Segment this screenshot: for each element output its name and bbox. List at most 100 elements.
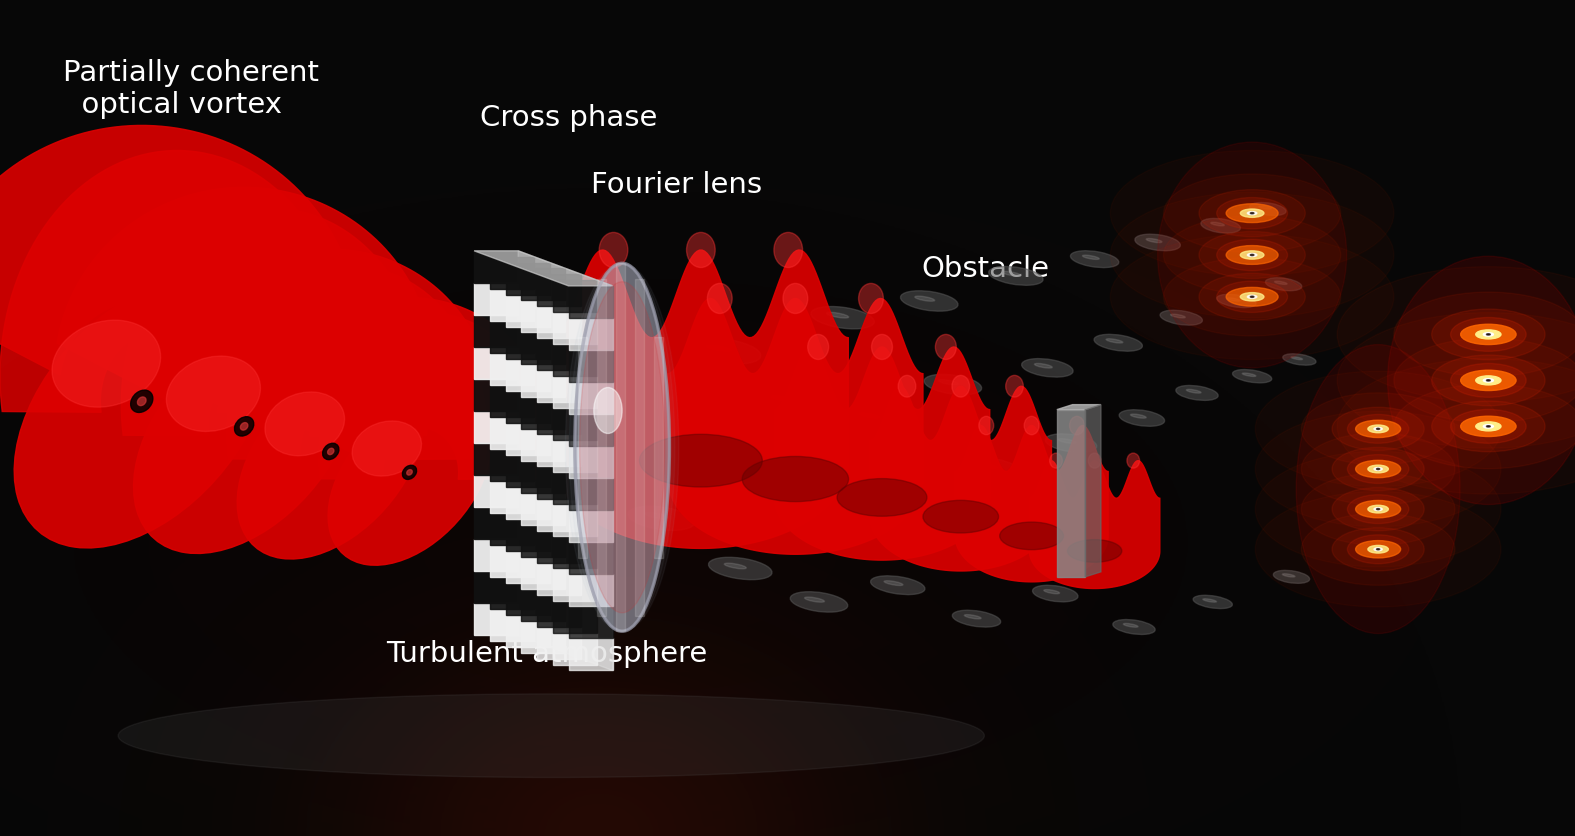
Bar	[537, 531, 581, 563]
Ellipse shape	[1356, 501, 1400, 517]
Bar	[490, 545, 534, 577]
Ellipse shape	[706, 345, 731, 351]
Ellipse shape	[1241, 209, 1263, 217]
Text: Turbulent atmosphere: Turbulent atmosphere	[386, 640, 707, 667]
Bar	[521, 525, 565, 557]
Bar	[490, 417, 534, 449]
Ellipse shape	[565, 263, 679, 631]
Ellipse shape	[1147, 238, 1162, 242]
Polygon shape	[518, 251, 613, 670]
Bar	[474, 379, 518, 411]
Ellipse shape	[1161, 310, 1202, 325]
Text: Fourier lens: Fourier lens	[591, 171, 762, 199]
Ellipse shape	[1241, 251, 1263, 259]
Ellipse shape	[1241, 293, 1263, 301]
Ellipse shape	[871, 334, 893, 359]
Bar	[490, 353, 534, 385]
Ellipse shape	[1460, 370, 1517, 390]
Ellipse shape	[707, 283, 732, 314]
Polygon shape	[318, 314, 545, 479]
Ellipse shape	[1249, 202, 1287, 216]
Ellipse shape	[1177, 385, 1217, 400]
Ellipse shape	[1211, 222, 1224, 226]
Polygon shape	[173, 249, 488, 432]
Polygon shape	[121, 209, 428, 436]
Bar	[506, 294, 550, 327]
Ellipse shape	[1217, 294, 1255, 308]
Ellipse shape	[1356, 421, 1400, 437]
Ellipse shape	[1158, 142, 1347, 368]
Ellipse shape	[1258, 206, 1271, 209]
Ellipse shape	[1484, 379, 1493, 382]
Bar	[521, 429, 565, 461]
Ellipse shape	[1394, 292, 1575, 377]
Bar	[553, 472, 597, 504]
Bar	[553, 280, 597, 312]
Ellipse shape	[1337, 313, 1575, 448]
Ellipse shape	[1233, 370, 1271, 383]
Bar	[506, 583, 550, 615]
Bar	[521, 300, 565, 333]
Ellipse shape	[858, 413, 880, 418]
Ellipse shape	[925, 375, 981, 395]
Polygon shape	[0, 150, 354, 412]
Polygon shape	[227, 268, 487, 460]
Bar	[569, 574, 613, 606]
Ellipse shape	[898, 375, 915, 397]
Bar	[569, 318, 613, 350]
Ellipse shape	[1432, 309, 1545, 359]
Ellipse shape	[1282, 573, 1295, 577]
Ellipse shape	[402, 466, 417, 479]
Ellipse shape	[1367, 545, 1389, 553]
Polygon shape	[1057, 405, 1101, 410]
Polygon shape	[869, 386, 1052, 571]
Ellipse shape	[1216, 239, 1288, 271]
Ellipse shape	[235, 416, 254, 436]
Ellipse shape	[1002, 272, 1021, 276]
Ellipse shape	[1049, 453, 1062, 468]
Ellipse shape	[1292, 357, 1303, 359]
Ellipse shape	[594, 387, 622, 433]
Bar	[553, 312, 597, 344]
Bar	[474, 411, 518, 443]
Bar	[537, 498, 581, 531]
Ellipse shape	[1273, 570, 1310, 584]
Ellipse shape	[1337, 359, 1575, 494]
Ellipse shape	[328, 448, 334, 455]
Ellipse shape	[1251, 254, 1254, 256]
Ellipse shape	[1186, 390, 1202, 393]
Bar	[474, 315, 518, 347]
Ellipse shape	[1394, 384, 1575, 469]
Ellipse shape	[1451, 364, 1526, 397]
Ellipse shape	[1487, 426, 1490, 427]
Ellipse shape	[353, 421, 422, 476]
Bar	[553, 537, 597, 568]
Ellipse shape	[1476, 422, 1501, 431]
Bar	[521, 461, 565, 492]
Ellipse shape	[118, 694, 984, 777]
Ellipse shape	[1106, 339, 1123, 343]
Ellipse shape	[14, 280, 269, 548]
Ellipse shape	[1377, 508, 1380, 510]
Ellipse shape	[1301, 393, 1455, 465]
Bar	[654, 337, 663, 558]
Ellipse shape	[827, 313, 849, 318]
Bar	[569, 478, 613, 510]
Bar	[474, 283, 518, 315]
Ellipse shape	[238, 362, 424, 559]
Ellipse shape	[1367, 505, 1389, 513]
Bar	[553, 344, 597, 376]
Ellipse shape	[783, 283, 808, 314]
Bar	[506, 390, 550, 423]
Ellipse shape	[1069, 416, 1085, 435]
Text: Cross phase: Cross phase	[480, 104, 658, 132]
Ellipse shape	[644, 512, 668, 518]
Polygon shape	[1085, 405, 1101, 577]
Ellipse shape	[951, 375, 970, 397]
Ellipse shape	[598, 232, 628, 268]
Bar	[490, 449, 534, 481]
Bar	[553, 633, 597, 665]
Bar	[521, 364, 565, 396]
Ellipse shape	[406, 470, 413, 475]
Bar	[569, 286, 613, 318]
